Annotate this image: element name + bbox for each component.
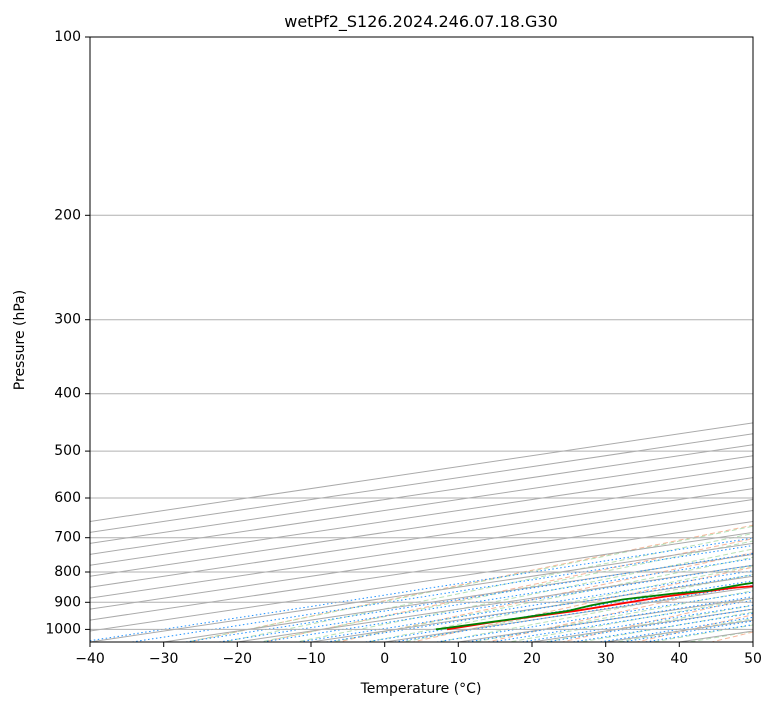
- x-tick-label: 20: [523, 651, 541, 667]
- y-tick-label: 200: [54, 207, 81, 223]
- mixing-ratio-line: [182, 553, 753, 642]
- isotherm-line: [90, 444, 753, 544]
- y-tick-label: 700: [54, 530, 81, 546]
- y-tick-label: 400: [54, 386, 81, 402]
- y-tick-label: 300: [54, 312, 81, 328]
- y-tick-label: 800: [54, 564, 81, 580]
- x-tick-label: 50: [744, 651, 762, 667]
- isotherm-line: [90, 477, 753, 577]
- x-tick-label: 30: [597, 651, 615, 667]
- x-tick-label: 40: [670, 651, 688, 667]
- plot-frame: [89, 36, 754, 643]
- x-tick-label: 10: [449, 651, 467, 667]
- isotherm-line: [90, 499, 753, 599]
- x-tick-label: −40: [75, 651, 105, 667]
- isotherm-line: [90, 488, 753, 588]
- x-tick-label: −30: [149, 651, 179, 667]
- isotherm-line: [90, 520, 753, 621]
- y-tick-label: 500: [54, 443, 81, 459]
- y-axis-label: Pressure (hPa): [12, 290, 28, 390]
- isotherm-line: [90, 531, 753, 632]
- y-tick-label: 100: [54, 29, 81, 45]
- mixing-ratio-line: [259, 564, 753, 642]
- isotherm-line: [90, 466, 753, 566]
- y-tick-label: 900: [54, 594, 81, 610]
- mixing-ratio-line: [322, 574, 753, 642]
- isotherm-line: [90, 455, 753, 555]
- y-tick-label: 600: [54, 490, 81, 506]
- x-tick-label: 0: [380, 651, 389, 667]
- x-tick-label: −20: [223, 651, 253, 667]
- mixing-ratio-line: [295, 570, 753, 642]
- y-tick-label: 1000: [45, 621, 81, 637]
- x-tick-label: −10: [296, 651, 326, 667]
- chart-title: wetPf2_S126.2024.246.07.18.G30: [284, 12, 558, 32]
- dewpoint-profile-line: [435, 581, 753, 631]
- x-axis-label: Temperature (°C): [360, 681, 482, 697]
- isotherm-line: [90, 509, 753, 610]
